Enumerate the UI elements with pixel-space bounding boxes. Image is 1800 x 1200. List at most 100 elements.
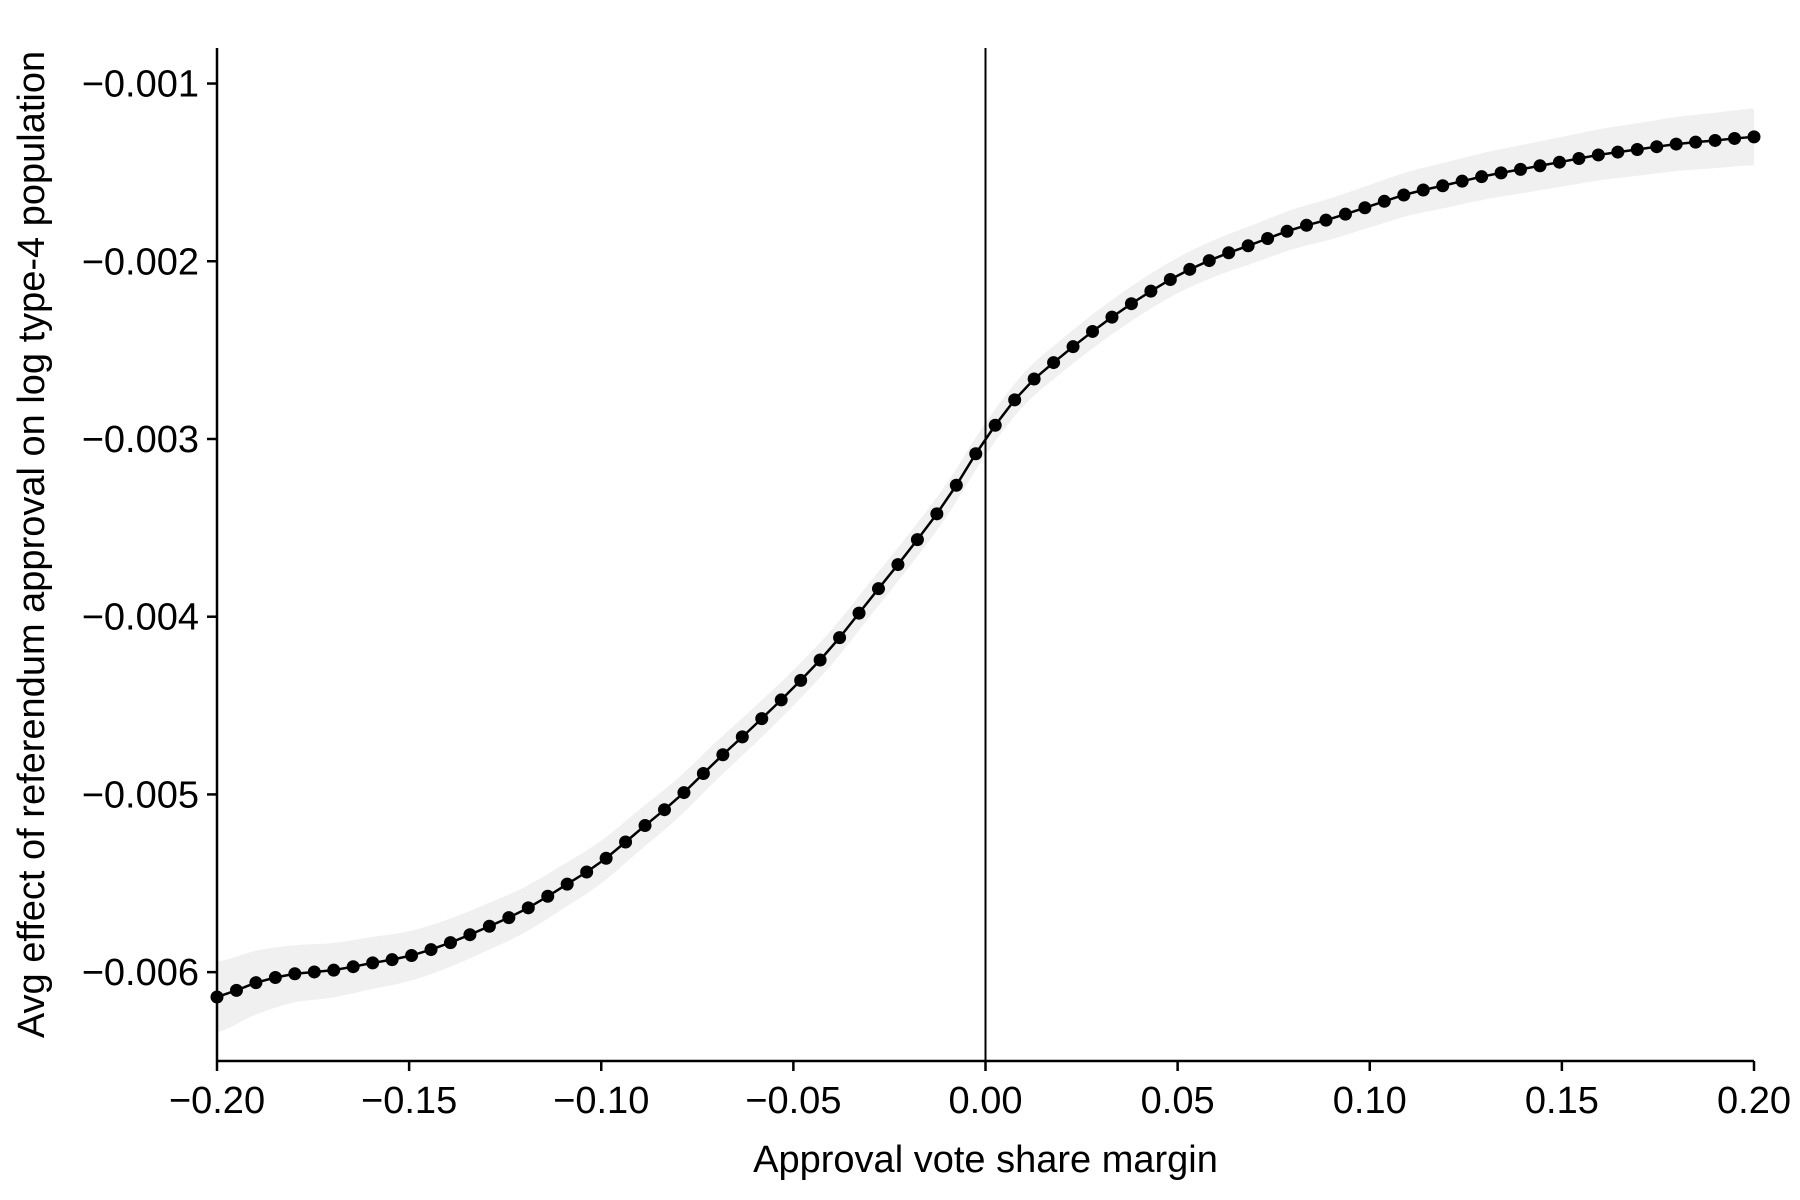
y-tick-label: −0.003	[82, 419, 199, 461]
data-point	[638, 819, 652, 833]
x-tick-label: 0.20	[1717, 1080, 1791, 1122]
x-tick-label: −0.20	[169, 1080, 265, 1122]
marker-layer	[210, 130, 1761, 1004]
data-point	[1475, 170, 1489, 184]
data-point	[1377, 194, 1391, 208]
data-point	[1611, 145, 1625, 159]
data-point	[1008, 393, 1022, 407]
data-point	[1747, 130, 1761, 144]
y-axis-ticks: −0.006 −0.005 −0.004 −0.003 −0.002 −0.001	[82, 64, 217, 994]
x-tick-label: −0.15	[361, 1080, 457, 1122]
y-tick-label: −0.006	[82, 952, 199, 994]
data-point	[891, 558, 905, 572]
data-point	[949, 478, 963, 492]
data-point	[871, 582, 885, 596]
data-point	[1319, 213, 1333, 227]
x-tick-label: 0.05	[1141, 1080, 1215, 1122]
data-point	[521, 901, 535, 915]
x-axis-label: Approval vote share margin	[753, 1139, 1218, 1181]
data-point	[482, 919, 496, 933]
data-point	[1300, 218, 1314, 232]
x-tick-label: −0.05	[745, 1080, 841, 1122]
data-point	[1689, 135, 1703, 149]
data-point	[910, 533, 924, 547]
data-point	[405, 949, 419, 963]
data-point	[1261, 232, 1275, 245]
data-point	[580, 865, 594, 879]
data-point	[1552, 155, 1566, 169]
data-point	[1047, 356, 1061, 370]
data-point	[677, 786, 691, 800]
data-point	[307, 965, 321, 979]
confidence-band	[217, 108, 1754, 1033]
x-tick-label: 0.15	[1525, 1080, 1599, 1122]
data-point	[1144, 284, 1158, 298]
y-axis-label: Avg effect of referendum approval on log…	[11, 51, 53, 1038]
x-tick-label: −0.10	[553, 1080, 649, 1122]
x-tick-label: 0.10	[1333, 1080, 1407, 1122]
data-point	[833, 631, 847, 645]
data-point	[1105, 310, 1119, 324]
data-point	[852, 606, 866, 620]
data-point	[969, 447, 983, 461]
data-point	[1086, 324, 1100, 338]
data-point	[1436, 179, 1450, 193]
data-point	[1728, 131, 1742, 145]
data-point	[560, 877, 574, 891]
data-point	[346, 960, 360, 974]
y-tick-label: −0.004	[82, 597, 199, 639]
data-point	[1669, 137, 1683, 151]
data-point	[619, 835, 633, 849]
data-point	[502, 911, 516, 925]
data-point	[1708, 133, 1722, 147]
y-tick-label: −0.001	[82, 64, 199, 106]
data-point	[385, 953, 399, 967]
data-point	[794, 673, 808, 687]
data-point	[1630, 143, 1644, 156]
data-point	[1066, 340, 1080, 354]
data-point	[1650, 140, 1664, 154]
data-point	[1280, 224, 1294, 238]
data-point	[1455, 174, 1469, 188]
x-axis-ticks: −0.20 −0.15 −0.10 −0.05 0.00 0.05 0.10 0.15 0.20	[169, 1061, 1791, 1122]
data-point	[288, 967, 302, 981]
data-point	[1222, 246, 1236, 260]
data-point	[1358, 201, 1372, 215]
data-point	[716, 748, 730, 762]
data-point	[813, 653, 827, 667]
data-point	[1124, 297, 1138, 311]
data-point	[1533, 159, 1547, 173]
data-point	[1183, 262, 1197, 276]
data-point	[1202, 254, 1216, 268]
data-point	[599, 851, 613, 865]
data-point	[249, 976, 263, 990]
data-point	[541, 889, 555, 903]
data-point	[735, 730, 749, 744]
data-point	[1241, 239, 1255, 253]
data-point	[1494, 166, 1508, 180]
data-point	[443, 936, 457, 950]
data-point	[755, 712, 769, 726]
data-point	[424, 943, 438, 957]
data-point	[1027, 372, 1041, 386]
data-point	[988, 418, 1002, 432]
data-point	[366, 956, 380, 970]
x-tick-label: 0.00	[949, 1080, 1023, 1122]
data-point	[229, 983, 243, 997]
data-point	[1591, 148, 1605, 162]
data-point	[1416, 183, 1430, 197]
data-point	[696, 766, 710, 780]
data-point	[463, 928, 477, 942]
data-point	[1514, 162, 1528, 176]
confidence-band-layer	[217, 108, 1754, 1033]
data-point	[1163, 272, 1177, 286]
data-point	[1572, 151, 1586, 165]
y-tick-label: −0.002	[82, 241, 199, 283]
data-point	[930, 507, 944, 521]
data-point	[268, 971, 282, 985]
data-point	[774, 693, 788, 707]
y-tick-label: −0.005	[82, 774, 199, 816]
data-point	[1397, 188, 1411, 202]
data-point	[1338, 207, 1352, 221]
